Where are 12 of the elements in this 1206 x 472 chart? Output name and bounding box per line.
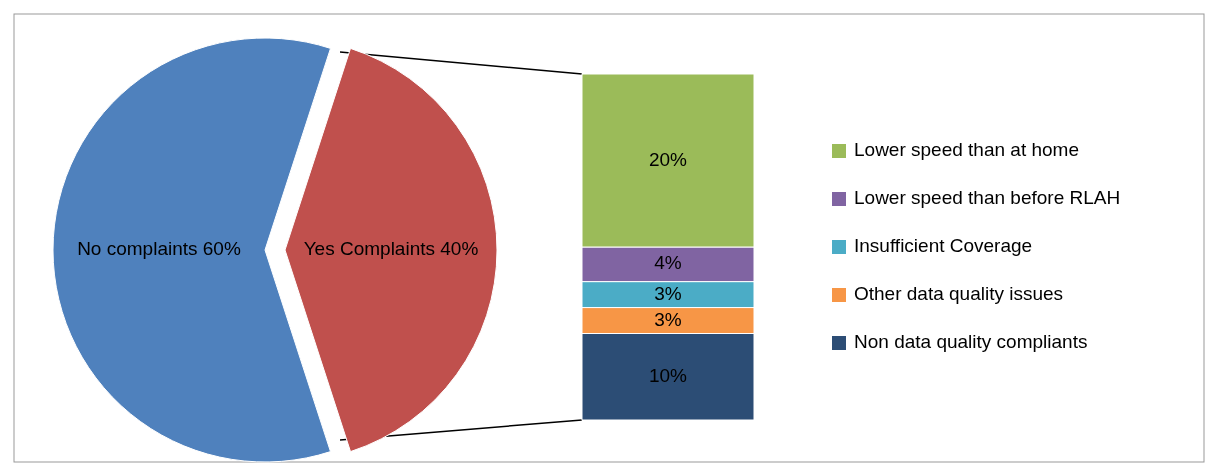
legend-label: Non data quality compliants: [854, 331, 1088, 353]
legend-label: Insufficient Coverage: [854, 235, 1033, 257]
legend-label: Lower speed than before RLAH: [854, 187, 1121, 209]
slice-label: Yes Complaints 40%: [303, 238, 479, 260]
data-label: 10%: [648, 364, 688, 386]
data-label: 3%: [654, 308, 682, 330]
legend-label: Other data quality issues: [854, 283, 1064, 305]
data-label: 3%: [654, 282, 682, 304]
slice-label: No complaints 60%: [77, 238, 241, 260]
data-label: 20%: [648, 148, 688, 170]
data-label: 4%: [654, 252, 682, 274]
text: Lower speed than at home: [854, 139, 1079, 161]
